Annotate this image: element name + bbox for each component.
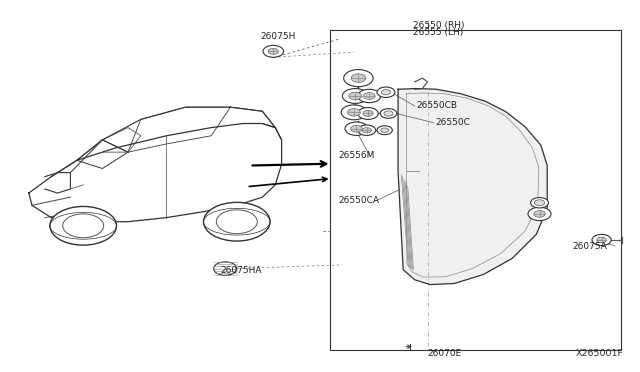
Circle shape	[345, 122, 368, 135]
Text: 26075HA: 26075HA	[221, 266, 262, 275]
Circle shape	[362, 128, 371, 133]
Text: 26556M: 26556M	[338, 151, 374, 160]
Circle shape	[263, 45, 284, 57]
Circle shape	[214, 262, 237, 275]
Circle shape	[358, 108, 378, 119]
Circle shape	[381, 90, 390, 95]
Circle shape	[63, 214, 104, 238]
Circle shape	[531, 198, 548, 208]
Text: 26075A: 26075A	[573, 242, 607, 251]
Text: 26075H: 26075H	[260, 32, 296, 41]
Text: 26555 (LH): 26555 (LH)	[413, 28, 463, 37]
Circle shape	[364, 93, 375, 99]
Circle shape	[534, 211, 545, 217]
Circle shape	[268, 48, 278, 54]
Circle shape	[344, 70, 373, 87]
Circle shape	[384, 111, 393, 116]
Circle shape	[351, 125, 362, 132]
Polygon shape	[398, 89, 547, 285]
Circle shape	[534, 200, 545, 206]
Text: 26550CA: 26550CA	[338, 196, 379, 205]
Circle shape	[596, 237, 606, 243]
Text: 26550C: 26550C	[435, 118, 470, 126]
Circle shape	[380, 109, 397, 118]
Circle shape	[50, 206, 116, 245]
Circle shape	[358, 125, 376, 135]
Circle shape	[351, 74, 366, 83]
Circle shape	[377, 126, 392, 135]
Circle shape	[528, 207, 551, 221]
Circle shape	[592, 234, 611, 246]
Text: 26550CB: 26550CB	[416, 101, 457, 110]
Circle shape	[342, 89, 368, 103]
Bar	[330, 30, 621, 350]
Text: 26070E: 26070E	[428, 349, 462, 358]
Circle shape	[204, 202, 270, 241]
Circle shape	[341, 105, 367, 120]
Circle shape	[216, 210, 257, 234]
Text: X265001F: X265001F	[576, 349, 624, 358]
Circle shape	[358, 89, 381, 103]
Circle shape	[348, 109, 360, 116]
Circle shape	[381, 128, 388, 132]
Circle shape	[349, 92, 362, 100]
Circle shape	[377, 87, 395, 97]
Circle shape	[363, 110, 373, 116]
Text: 26550 (RH): 26550 (RH)	[413, 21, 464, 30]
